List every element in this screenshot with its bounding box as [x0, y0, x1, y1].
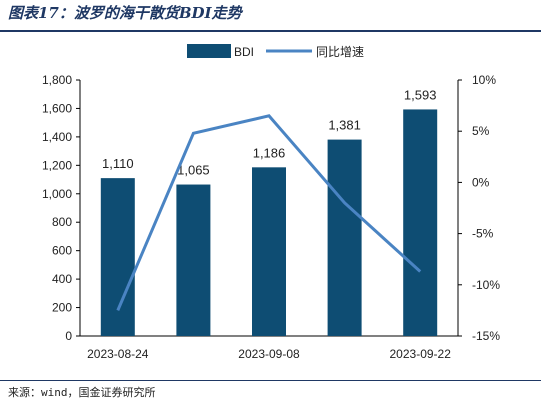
- left-y-tick-label: 400: [52, 272, 72, 286]
- legend-bdi-swatch: [187, 44, 231, 58]
- bar-bdi: [176, 184, 211, 336]
- right-y-tick-label: -15%: [472, 329, 500, 343]
- left-y-tick-label: 1,000: [42, 187, 72, 201]
- left-y-tick-label: 1,200: [42, 158, 72, 172]
- bar-bdi: [327, 139, 362, 336]
- line-growth-rate: [116, 114, 422, 311]
- x-tick-label: 2023-09-08: [238, 347, 300, 361]
- right-y-tick-label: 0%: [472, 175, 490, 189]
- x-tick-label: 2023-09-22: [390, 347, 452, 361]
- x-tick-label: 2023-08-24: [87, 347, 149, 361]
- bar-data-label: 1,593: [404, 87, 437, 102]
- right-y-tick-label: -10%: [472, 278, 500, 292]
- bar-data-label: 1,110: [102, 156, 134, 171]
- legend-growth-label: 同比增速: [316, 45, 364, 59]
- right-y-tick-label: -5%: [472, 227, 494, 241]
- legend: BDI 同比增速: [187, 44, 364, 59]
- left-y-tick-label: 1,400: [42, 130, 72, 144]
- right-y-tick-label: 10%: [472, 73, 496, 87]
- left-y-tick-label: 800: [52, 215, 72, 229]
- figure-title: 图表17：波罗的海干散货BDI走势: [8, 4, 242, 22]
- left-y-tick-label: 200: [52, 301, 72, 315]
- legend-bdi-label: BDI: [234, 45, 254, 59]
- footer-rule: [0, 380, 541, 381]
- plot-area: 0 200 400 600 800 1,000 1,200 1,400 1,600 1,800 -1…: [42, 73, 500, 361]
- bar-data-label: 1,381: [328, 118, 361, 133]
- left-y-tick-label: 1,800: [42, 73, 72, 87]
- left-y-tick-label: 600: [52, 244, 72, 258]
- bar-data-label: 1,186: [253, 145, 286, 160]
- bar-bdi: [100, 178, 135, 336]
- bar-bdi: [403, 109, 438, 336]
- bdi-chart: BDI 同比增速 0 200 400 600 800 1,000 1,200 1,400 1,6…: [42, 44, 500, 361]
- source-note: 来源：wind，国金证券研究所: [8, 386, 156, 399]
- bar-data-label: 1,065: [177, 163, 210, 178]
- left-y-tick-label: 1,600: [42, 101, 72, 115]
- right-y-tick-label: 5%: [472, 124, 490, 138]
- bar-bdi: [252, 167, 286, 336]
- left-y-tick-label: 0: [65, 329, 72, 343]
- title-rule: [0, 30, 541, 32]
